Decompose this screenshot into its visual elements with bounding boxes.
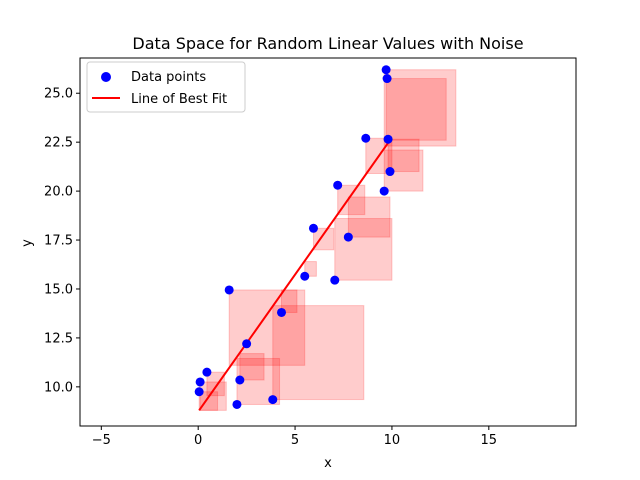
- chart-title: Data Space for Random Linear Values with…: [132, 34, 523, 53]
- data-point-11: [330, 275, 340, 285]
- x-axis-ticks: −5 0 5 10 15: [92, 426, 497, 448]
- data-point-1: [195, 377, 205, 387]
- y-tick-label: 20.0: [44, 185, 73, 200]
- data-point-14: [361, 133, 371, 143]
- data-point-2: [202, 367, 212, 377]
- noise-rectangle-9: [304, 261, 317, 277]
- noise-rectangle-1: [385, 78, 447, 141]
- data-point-6: [224, 285, 234, 295]
- legend-scatter-marker: [101, 72, 111, 82]
- y-tick-label: 10.0: [44, 380, 73, 395]
- data-point-16: [381, 65, 391, 75]
- data-point-13: [343, 232, 353, 242]
- y-tick-label: 17.5: [44, 234, 73, 249]
- plot-area: [79, 57, 577, 427]
- y-axis-ticks: 10.0 12.5 15.0 17.5 20.0 22.5 25.0: [44, 87, 80, 395]
- x-tick-label: −5: [92, 433, 111, 448]
- noise-rectangle-12: [272, 305, 365, 401]
- legend-label-data-points: Data points: [131, 70, 206, 85]
- x-tick-label: 5: [291, 433, 299, 448]
- data-point-4: [235, 375, 245, 385]
- data-point-3: [232, 399, 242, 409]
- noise-rectangle-8: [334, 218, 393, 281]
- data-point-5: [242, 339, 252, 349]
- data-point-17: [382, 74, 392, 84]
- data-point-7: [268, 395, 278, 405]
- data-point-10: [308, 223, 318, 233]
- y-tick-label: 22.5: [44, 136, 73, 151]
- y-tick-label: 25.0: [44, 87, 73, 102]
- data-point-8: [277, 307, 286, 317]
- point-layer: [194, 65, 395, 409]
- noise-rectangle-0: [383, 69, 457, 147]
- legend-box: [86, 61, 246, 113]
- data-point-19: [385, 167, 395, 177]
- y-tick-label: 12.5: [44, 331, 73, 346]
- noise-rectangle-15: [206, 371, 225, 397]
- noise-rectangle-3: [387, 138, 420, 173]
- y-axis-label: y: [20, 239, 35, 247]
- data-point-18: [383, 134, 393, 144]
- noise-rectangle-17: [199, 391, 219, 411]
- noise-rectangle-6: [347, 196, 391, 238]
- noise-rectangle-10: [228, 289, 306, 366]
- data-point-9: [300, 271, 310, 281]
- noise-rectangle-5: [337, 184, 366, 216]
- x-tick-label: 15: [481, 433, 498, 448]
- x-axis-label: x: [324, 456, 332, 471]
- line-layer: [198, 139, 391, 411]
- noise-rectangle-7: [312, 227, 335, 251]
- y-tick-label: 15.0: [44, 282, 73, 297]
- x-tick-label: 0: [194, 433, 202, 448]
- legend: Data points Line of Best Fit: [86, 61, 246, 113]
- best-fit-line: [198, 139, 391, 411]
- data-point-0: [194, 387, 204, 397]
- legend-label-best-fit: Line of Best Fit: [131, 92, 227, 107]
- noise-rectangle-11: [281, 289, 298, 313]
- axes-frame: [79, 57, 577, 427]
- data-point-15: [379, 186, 389, 196]
- data-point-12: [333, 180, 343, 190]
- x-tick-label: 10: [384, 433, 401, 448]
- noise-rectangle-13: [239, 353, 265, 381]
